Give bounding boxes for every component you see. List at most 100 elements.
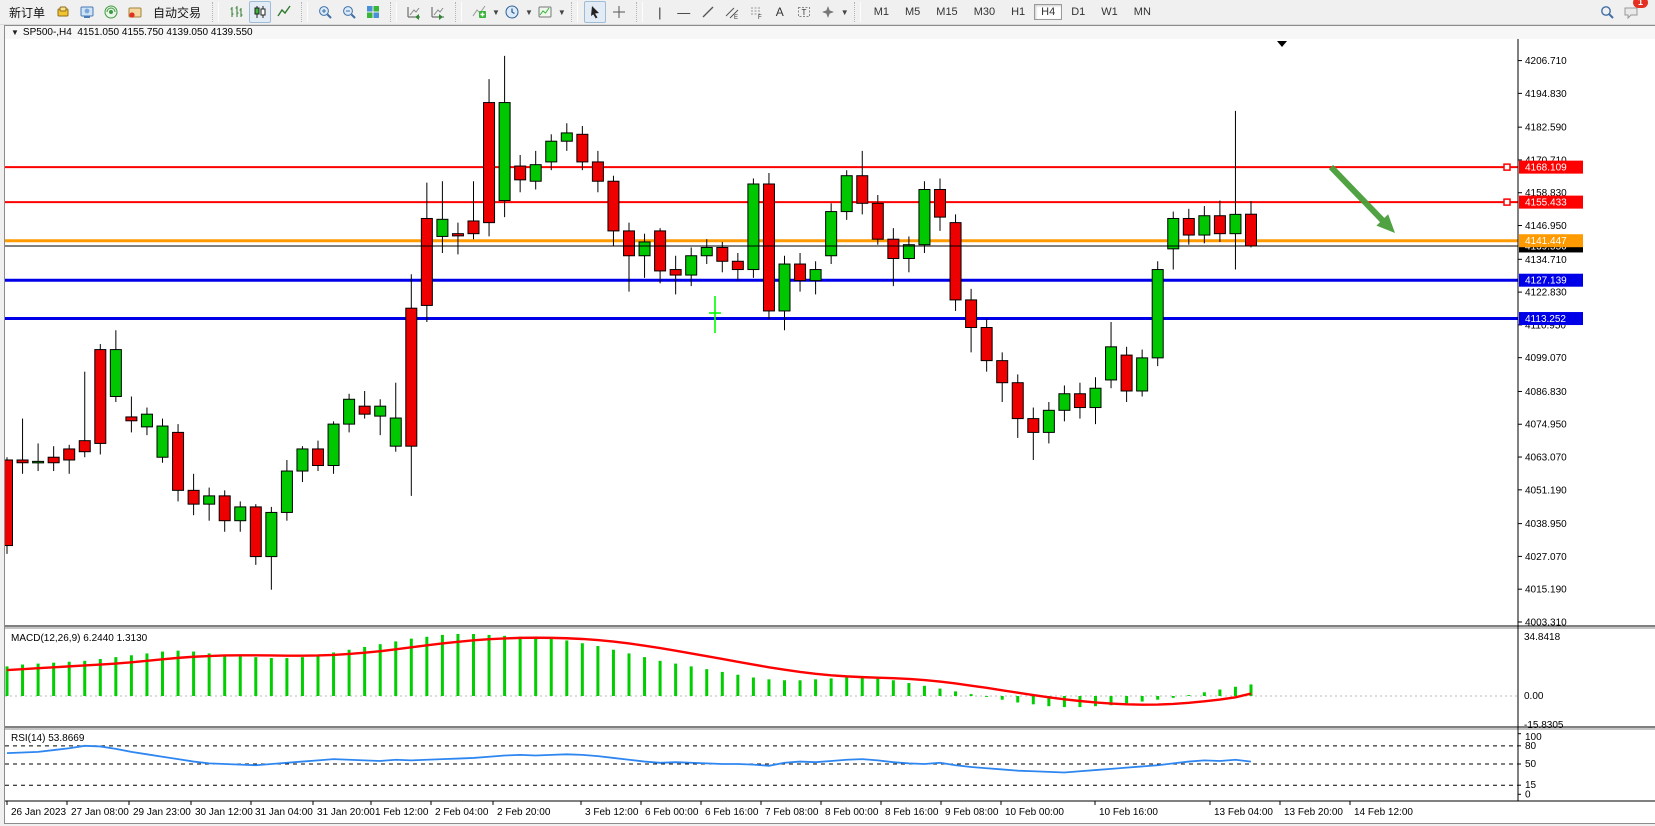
vertical-line-tool-icon[interactable]: | — [658, 4, 662, 20]
periods-dropdown-icon[interactable]: ▼ — [524, 7, 533, 17]
timeframe-toolbar: M1 M5 M15 M30 H1 H4 D1 W1 MN — [863, 0, 1162, 24]
line-chart-type-icon[interactable] — [273, 1, 295, 23]
tf-mn-button[interactable]: MN — [1133, 6, 1151, 18]
svg-text:4127.139: 4127.139 — [1525, 276, 1567, 287]
candle — [980, 319, 993, 372]
collapse-trade-panel-icon[interactable]: ▼ — [11, 28, 19, 37]
hline-4168.109[interactable] — [5, 163, 1518, 171]
svg-text:6 Feb 00:00: 6 Feb 00:00 — [645, 807, 699, 818]
svg-text:15: 15 — [1525, 780, 1537, 791]
tf-m30-button[interactable]: M30 — [973, 6, 996, 18]
candle — [654, 228, 667, 284]
new-order-button[interactable]: 新订单 — [9, 5, 46, 20]
green-vline-marker[interactable] — [709, 296, 721, 333]
toolbar-separator — [455, 2, 463, 22]
tf-d1-button[interactable]: D1 — [1071, 6, 1086, 18]
candle — [203, 487, 216, 521]
hline-4155.433[interactable] — [5, 198, 1518, 206]
zoom-in-icon[interactable] — [314, 1, 336, 23]
templates-dropdown-icon[interactable]: ▼ — [557, 7, 566, 17]
search-icon[interactable] — [1596, 1, 1618, 23]
candle — [63, 444, 76, 474]
candlestick-chart-type-icon[interactable] — [249, 1, 272, 23]
indicators-dropdown-icon[interactable]: ▼ — [492, 7, 500, 17]
autotrade-button[interactable]: 自动交易 — [153, 5, 202, 20]
templates-icon[interactable] — [534, 1, 556, 23]
tile-windows-icon[interactable] — [362, 1, 384, 23]
chart-title-bar[interactable]: ▼ SP500-,H4 4151.050 4155.750 4139.050 4… — [5, 26, 1655, 40]
svg-text:4158.830: 4158.830 — [1525, 188, 1567, 199]
candle — [1213, 200, 1226, 242]
candle — [1136, 349, 1149, 397]
svg-text:4155.433: 4155.433 — [1525, 198, 1567, 209]
channel-tool-icon[interactable]: E — [721, 1, 743, 23]
svg-text:4141.447: 4141.447 — [1525, 236, 1567, 247]
svg-text:T: T — [801, 8, 806, 17]
candle — [156, 418, 169, 463]
candle — [483, 79, 496, 237]
svg-text:30 Jan 12:00: 30 Jan 12:00 — [195, 807, 253, 818]
candle — [296, 446, 309, 483]
price-badge-4141.447: 4141.447 — [1519, 234, 1583, 248]
candle — [840, 170, 853, 220]
candle — [1198, 206, 1211, 244]
indicators-icon[interactable] — [468, 1, 490, 23]
market-watch-icon[interactable] — [76, 1, 98, 23]
fibonacci-tool-icon[interactable]: F — [745, 1, 767, 23]
signal-icon[interactable] — [100, 1, 122, 23]
chart-window: ▼ SP500-,H4 4151.050 4155.750 4139.050 4… — [4, 25, 1655, 824]
chart-ohlc-readout: 4151.050 4155.750 4139.050 4139.550 — [77, 27, 253, 38]
candle — [16, 418, 29, 474]
bar-chart-type-icon[interactable] — [225, 1, 247, 23]
arrows-tool-icon[interactable] — [817, 1, 839, 23]
candle — [529, 150, 542, 190]
tf-m5-button[interactable]: M5 — [905, 6, 921, 18]
chart-shift-icon[interactable] — [427, 1, 449, 23]
candle — [343, 393, 356, 433]
tf-h4-button[interactable]: H4 — [1034, 4, 1063, 20]
svg-text:80: 80 — [1525, 741, 1537, 752]
candle — [374, 399, 387, 436]
candle — [778, 255, 791, 331]
svg-text:F: F — [758, 15, 762, 20]
tf-w1-button[interactable]: W1 — [1101, 6, 1118, 18]
text-tool-icon[interactable]: A — [775, 5, 784, 19]
price-axis[interactable]: 4206.7104194.8304182.5904170.7104158.830… — [1518, 56, 1583, 800]
macd-label: MACD(12,26,9) 6.2440 1.3130 — [11, 633, 148, 644]
notifications-icon[interactable]: 1 — [1620, 0, 1648, 23]
tf-h1-button[interactable]: H1 — [1011, 6, 1026, 18]
svg-text:4113.252: 4113.252 — [1525, 314, 1566, 325]
trendline-tool-icon[interactable] — [697, 1, 719, 23]
chart-canvas[interactable]: MACD(12,26,9) 6.2440 1.3130 RSI(14) 53.86… — [5, 39, 1655, 823]
candle — [731, 252, 744, 281]
svg-text:14 Feb 12:00: 14 Feb 12:00 — [1354, 807, 1413, 818]
autotrade-icon[interactable] — [124, 1, 146, 23]
new-order-icon[interactable] — [52, 1, 74, 23]
rsi-pane: RSI(14) 53.8669 — [5, 733, 1518, 786]
candle — [436, 181, 449, 253]
svg-text:9 Feb 08:00: 9 Feb 08:00 — [945, 807, 999, 818]
crosshair-tool-icon[interactable] — [608, 1, 630, 23]
tf-m1-button[interactable]: M1 — [873, 6, 889, 18]
svg-text:1 Feb 12:00: 1 Feb 12:00 — [375, 807, 429, 818]
candle — [638, 233, 651, 278]
svg-text:0.00: 0.00 — [1524, 691, 1544, 702]
candle — [607, 175, 620, 247]
scroll-marker-icon[interactable] — [1277, 41, 1287, 47]
zoom-out-icon[interactable] — [338, 1, 360, 23]
text-label-tool-icon[interactable]: T — [793, 1, 815, 23]
time-axis[interactable]: 26 Jan 2023 27 Jan 08:00 29 Jan 23:00 30 Ja… — [6, 801, 1413, 818]
candle — [591, 150, 604, 193]
tf-m15-button[interactable]: M15 — [936, 6, 958, 18]
annotation-arrow[interactable] — [1328, 164, 1395, 233]
arrows-dropdown-icon[interactable]: ▼ — [840, 7, 849, 17]
horizontal-line-tool-icon[interactable]: — — [677, 4, 691, 20]
auto-scroll-icon[interactable] — [403, 1, 425, 23]
candle — [78, 371, 91, 458]
svg-text:E: E — [734, 15, 738, 20]
candle — [669, 255, 682, 295]
rsi-label: RSI(14) 53.8669 — [11, 733, 85, 744]
periods-icon[interactable] — [501, 1, 523, 23]
cursor-tool-icon[interactable] — [583, 1, 606, 23]
